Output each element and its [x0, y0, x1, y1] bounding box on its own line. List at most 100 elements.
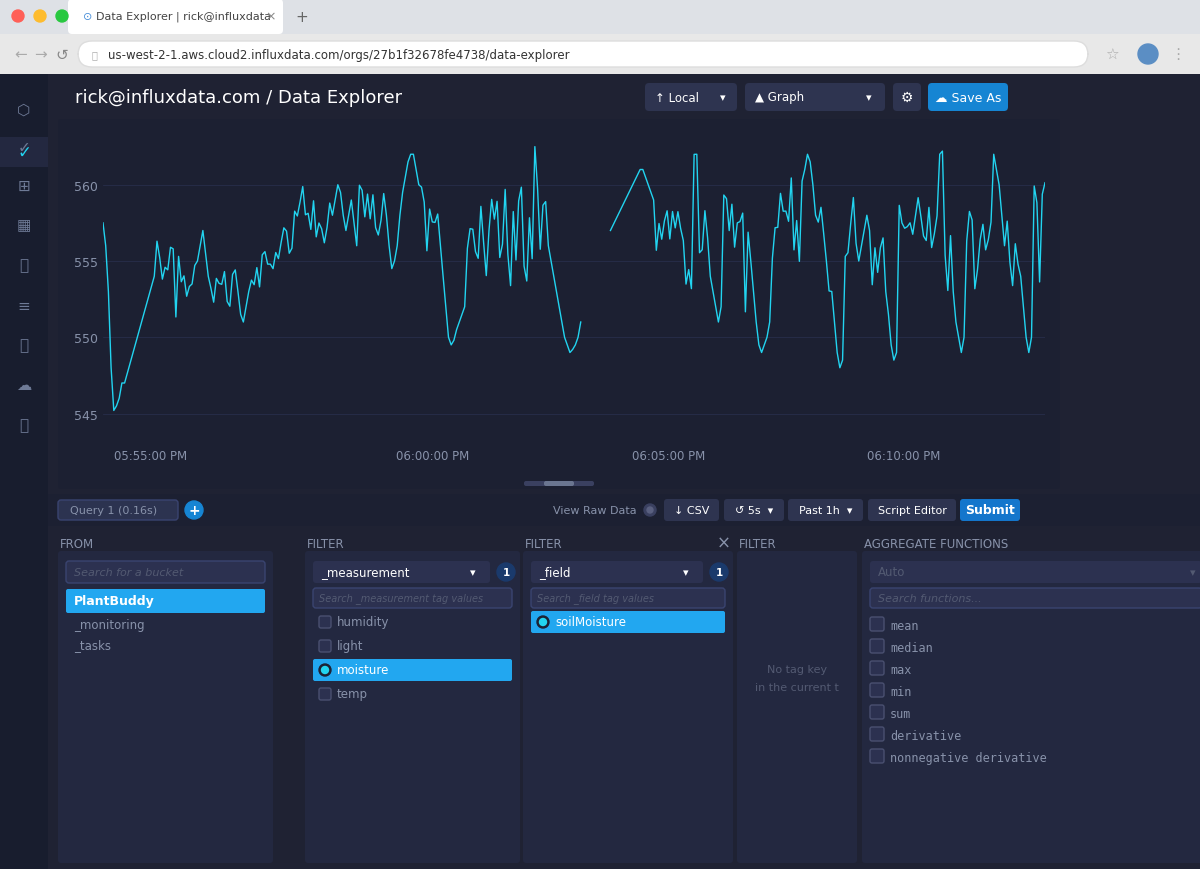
Text: ↺ 5s  ▾: ↺ 5s ▾ [734, 506, 773, 515]
FancyBboxPatch shape [724, 500, 784, 521]
Circle shape [647, 507, 653, 514]
Text: FILTER: FILTER [739, 537, 776, 550]
FancyBboxPatch shape [893, 84, 922, 112]
FancyBboxPatch shape [319, 640, 331, 653]
Text: Search _field tag values: Search _field tag values [538, 593, 654, 604]
FancyBboxPatch shape [58, 501, 178, 521]
Text: PlantBuddy: PlantBuddy [74, 594, 155, 607]
FancyBboxPatch shape [544, 481, 574, 487]
FancyBboxPatch shape [78, 42, 1088, 68]
Text: 💬: 💬 [19, 418, 29, 433]
Text: ▾: ▾ [683, 567, 689, 577]
Text: max: max [890, 664, 911, 677]
Text: ⋮: ⋮ [1170, 48, 1186, 63]
Circle shape [497, 563, 515, 581]
Text: Search for a bucket: Search for a bucket [74, 567, 184, 577]
Text: Search _measurement tag values: Search _measurement tag values [319, 593, 484, 604]
Text: ▲ Graph: ▲ Graph [755, 91, 804, 104]
FancyBboxPatch shape [313, 660, 512, 681]
Bar [0, 35, 1200, 75]
Text: 🔑: 🔑 [19, 338, 29, 353]
Text: 1: 1 [503, 567, 510, 577]
Circle shape [319, 664, 331, 676]
Text: ☁: ☁ [17, 378, 31, 393]
Text: nonnegative derivative: nonnegative derivative [890, 752, 1046, 765]
FancyBboxPatch shape [319, 688, 331, 700]
Text: ←: ← [14, 48, 26, 63]
Circle shape [56, 11, 68, 23]
Text: humidity: humidity [337, 616, 390, 629]
FancyBboxPatch shape [870, 588, 1200, 608]
FancyBboxPatch shape [664, 500, 719, 521]
Text: min: min [890, 686, 911, 699]
Text: ▦: ▦ [17, 218, 31, 233]
Text: _field: _field [539, 566, 570, 579]
FancyBboxPatch shape [870, 727, 884, 741]
Circle shape [538, 616, 550, 628]
FancyBboxPatch shape [928, 84, 1008, 112]
Text: ≡: ≡ [18, 298, 30, 313]
Bar [0, 0, 1200, 35]
FancyBboxPatch shape [737, 551, 857, 863]
Text: ▾: ▾ [720, 93, 726, 103]
Text: Search functions...: Search functions... [878, 594, 982, 603]
Text: No tag key: No tag key [767, 664, 827, 674]
Text: median: median [890, 642, 932, 654]
Text: ⊙: ⊙ [83, 12, 92, 22]
Text: moisture: moisture [337, 664, 389, 677]
Text: in the current t: in the current t [755, 682, 839, 693]
FancyBboxPatch shape [870, 749, 884, 763]
Text: AGGREGATE FUNCTIONS: AGGREGATE FUNCTIONS [864, 537, 1008, 550]
Text: ×: × [718, 534, 731, 553]
FancyBboxPatch shape [313, 561, 490, 583]
Text: _monitoring: _monitoring [74, 619, 145, 632]
Text: ⊞: ⊞ [18, 178, 30, 193]
FancyBboxPatch shape [646, 84, 737, 112]
FancyBboxPatch shape [68, 0, 283, 35]
FancyBboxPatch shape [870, 705, 884, 720]
FancyBboxPatch shape [66, 561, 265, 583]
Bar [0, 138, 48, 168]
Text: Auto: Auto [878, 566, 905, 579]
FancyBboxPatch shape [58, 551, 274, 863]
Circle shape [1138, 45, 1158, 65]
FancyBboxPatch shape [58, 120, 1060, 489]
Text: derivative: derivative [890, 730, 961, 743]
Circle shape [34, 11, 46, 23]
Text: ↓ CSV: ↓ CSV [674, 506, 709, 515]
FancyBboxPatch shape [868, 500, 956, 521]
Bar [48, 75, 1200, 120]
FancyBboxPatch shape [870, 661, 884, 675]
Text: ⚙: ⚙ [901, 91, 913, 105]
Text: _tasks: _tasks [74, 639, 112, 652]
Text: ↺: ↺ [55, 48, 67, 63]
Text: 🔔: 🔔 [19, 258, 29, 273]
Text: ✓: ✓ [18, 140, 30, 156]
Text: FILTER: FILTER [526, 537, 563, 550]
Text: Script Editor: Script Editor [877, 506, 947, 515]
Bar [0, 75, 48, 869]
Text: ☁ Save As: ☁ Save As [935, 91, 1001, 104]
Text: us-west-2-1.aws.cloud2.influxdata.com/orgs/27b1f32678fe4738/data-explorer: us-west-2-1.aws.cloud2.influxdata.com/or… [108, 49, 570, 62]
Text: Past 1h  ▾: Past 1h ▾ [799, 506, 853, 515]
Text: ↑ Local: ↑ Local [655, 91, 698, 104]
Text: ☆: ☆ [1105, 48, 1118, 63]
FancyBboxPatch shape [66, 589, 265, 614]
Text: ×: × [265, 10, 276, 23]
Text: 🔒: 🔒 [92, 50, 98, 60]
Circle shape [185, 501, 203, 520]
Bar [48, 529, 1200, 869]
Text: mean: mean [890, 620, 918, 633]
FancyBboxPatch shape [788, 500, 863, 521]
Text: sum: sum [890, 707, 911, 720]
Text: ▾: ▾ [866, 93, 871, 103]
FancyBboxPatch shape [524, 481, 594, 487]
FancyBboxPatch shape [870, 640, 884, 653]
Circle shape [322, 667, 329, 673]
Text: ✓: ✓ [17, 144, 31, 162]
Text: +: + [295, 10, 307, 24]
Text: light: light [337, 640, 364, 653]
Circle shape [644, 504, 656, 516]
FancyBboxPatch shape [870, 617, 884, 631]
FancyBboxPatch shape [530, 588, 725, 608]
